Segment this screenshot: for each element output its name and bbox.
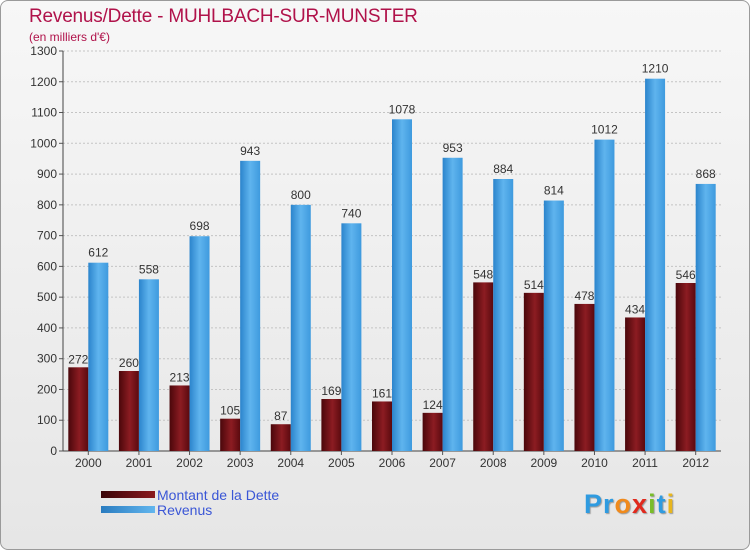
bar-revenus xyxy=(392,119,412,452)
data-label-dette: 260 xyxy=(119,356,139,370)
x-tick-label: 2003 xyxy=(227,456,254,470)
bar-revenus xyxy=(594,139,615,451)
logo-letter: i xyxy=(666,489,676,519)
data-label-dette: 546 xyxy=(676,268,696,282)
legend-swatch-revenus xyxy=(101,506,155,513)
data-label-revenus: 740 xyxy=(341,206,361,220)
bar-revenus xyxy=(189,236,210,451)
y-tick-label: 1200 xyxy=(30,75,57,89)
bar-revenus xyxy=(695,183,716,451)
x-tick-label: 2000 xyxy=(75,456,102,470)
bar-dette xyxy=(68,367,89,451)
y-tick-label: 400 xyxy=(37,321,57,335)
legend: Montant de la Dette Revenus xyxy=(101,486,280,518)
proxiti-logo: Proxiti xyxy=(584,489,675,520)
bar-revenus xyxy=(442,157,463,451)
logo-letter: t xyxy=(656,489,667,519)
bar-revenus xyxy=(138,279,159,451)
data-label-revenus: 1078 xyxy=(389,102,416,116)
y-tick-label: 1100 xyxy=(31,106,57,120)
data-label-revenus: 1012 xyxy=(591,123,618,137)
y-tick-label: 900 xyxy=(37,167,57,181)
x-tick-label: 2009 xyxy=(530,456,557,470)
data-label-dette: 87 xyxy=(274,409,288,423)
y-tick-label: 800 xyxy=(37,198,57,212)
bar-revenus xyxy=(341,223,362,451)
y-tick-label: 300 xyxy=(37,352,57,366)
data-label-revenus: 814 xyxy=(544,184,564,198)
logo-letter: P xyxy=(584,489,604,519)
y-tick-label: 700 xyxy=(37,229,57,243)
data-label-dette: 514 xyxy=(524,278,544,292)
data-label-dette: 272 xyxy=(68,352,88,366)
x-tick-label: 2011 xyxy=(632,456,658,470)
chart-title: Revenus/Dette - MUHLBACH-SUR-MUNSTER xyxy=(29,6,418,27)
bar-dette xyxy=(372,401,392,451)
y-tick-label: 1000 xyxy=(30,136,57,150)
logo-letter: i xyxy=(648,489,657,519)
x-tick-label: 2005 xyxy=(328,456,355,470)
logo-letter: r xyxy=(603,489,615,519)
bar-revenus xyxy=(493,179,514,451)
logo-letter: o xyxy=(614,489,633,519)
legend-item-revenus: Revenus xyxy=(101,501,279,518)
data-label-revenus: 558 xyxy=(139,262,159,276)
bar-revenus xyxy=(88,262,109,451)
data-label-dette: 105 xyxy=(220,404,240,418)
bar-dette xyxy=(270,424,291,451)
x-tick-label: 2001 xyxy=(126,456,153,470)
x-tick-label: 2007 xyxy=(429,456,456,470)
y-tick-label: 200 xyxy=(37,382,57,396)
x-tick-label: 2010 xyxy=(581,456,608,470)
bar-revenus xyxy=(543,200,564,451)
logo-letter: x xyxy=(632,489,649,519)
data-label-dette: 161 xyxy=(372,386,392,400)
y-tick-label: 100 xyxy=(37,413,57,427)
data-label-dette: 548 xyxy=(473,267,493,281)
data-label-dette: 169 xyxy=(321,384,341,398)
x-tick-label: 2008 xyxy=(480,456,507,470)
data-label-dette: 213 xyxy=(170,370,190,384)
x-tick-label: 2004 xyxy=(277,456,304,470)
x-tick-label: 2012 xyxy=(682,456,709,470)
bar-dette xyxy=(321,399,342,451)
bar-dette xyxy=(169,385,190,451)
bar-dette xyxy=(118,371,139,451)
legend-label-revenus: Revenus xyxy=(157,501,213,518)
data-label-revenus: 1210 xyxy=(642,62,669,76)
y-tick-label: 0 xyxy=(50,444,57,458)
data-label-revenus: 612 xyxy=(88,246,108,260)
y-tick-label: 500 xyxy=(37,290,57,304)
bar-dette xyxy=(220,418,241,451)
bar-dette xyxy=(523,292,544,451)
bar-dette xyxy=(574,303,595,451)
bar-dette xyxy=(675,283,696,451)
data-label-revenus: 800 xyxy=(291,188,311,202)
bar-dette xyxy=(625,317,646,451)
bar-revenus xyxy=(240,160,261,451)
data-label-revenus: 884 xyxy=(493,162,513,176)
data-label-dette: 478 xyxy=(574,289,594,303)
data-label-revenus: 943 xyxy=(240,144,260,158)
bar-revenus xyxy=(645,78,666,451)
data-label-revenus: 953 xyxy=(443,141,463,155)
chart-subtitle: (en milliers d'€) xyxy=(29,30,110,44)
bar-revenus xyxy=(290,204,311,451)
y-tick-label: 1300 xyxy=(30,44,57,58)
bar-dette xyxy=(422,412,443,451)
data-label-dette: 124 xyxy=(423,398,443,412)
x-tick-label: 2002 xyxy=(176,456,203,470)
data-label-dette: 434 xyxy=(625,302,645,316)
data-label-revenus: 698 xyxy=(190,219,210,233)
y-tick-label: 600 xyxy=(37,259,57,273)
data-label-revenus: 868 xyxy=(696,167,716,181)
bar-dette xyxy=(473,282,494,451)
legend-item-dette: Montant de la Dette xyxy=(101,486,280,503)
legend-label-dette: Montant de la Dette xyxy=(157,486,280,503)
x-tick-label: 2006 xyxy=(379,456,406,470)
legend-swatch-dette xyxy=(101,491,155,498)
